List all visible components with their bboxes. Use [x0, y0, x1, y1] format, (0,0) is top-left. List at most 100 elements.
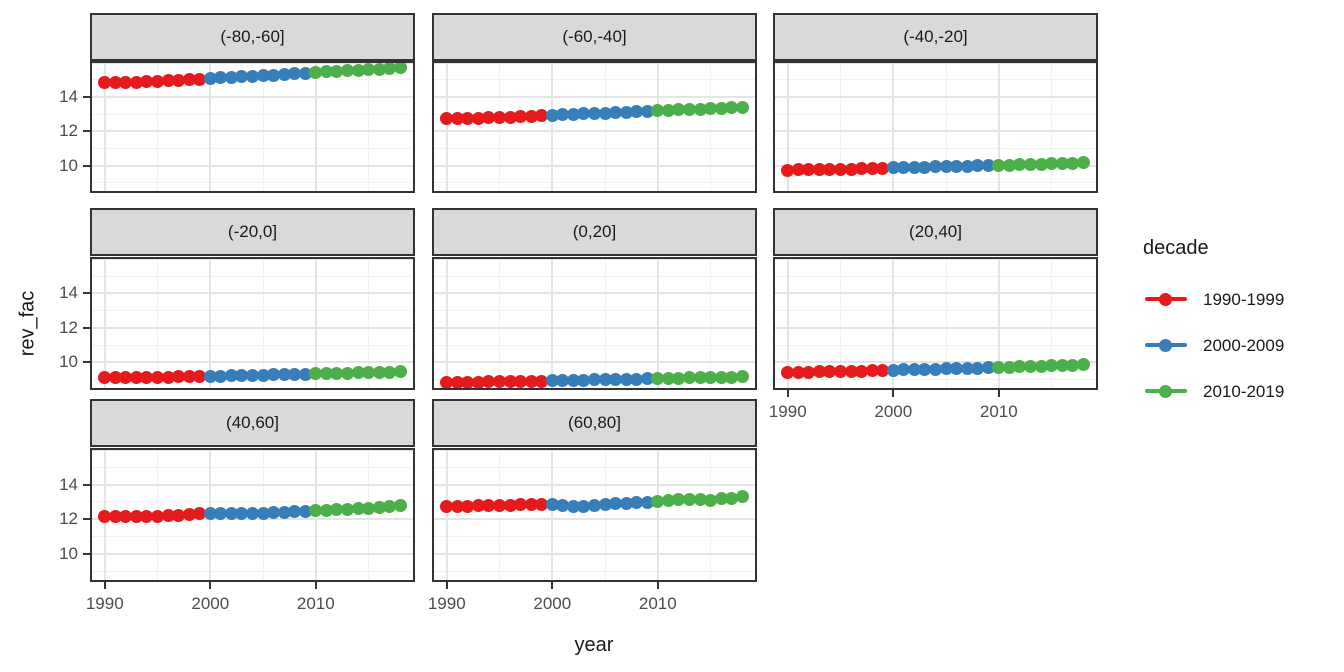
data-point: [288, 505, 302, 519]
y-tick-label: 14: [59, 474, 78, 494]
x-tick-label: 1990: [768, 402, 807, 421]
data-point: [566, 374, 580, 387]
data-point: [372, 500, 386, 514]
data-point: [588, 373, 601, 387]
data-point: [161, 509, 175, 523]
data-point: [802, 163, 816, 177]
data-point: [535, 109, 549, 123]
data-point: [362, 366, 376, 380]
facet-strip: (-80,-60]: [90, 13, 415, 61]
data-point: [482, 111, 496, 125]
gridline: [92, 63, 413, 64]
gridline: [775, 275, 1096, 277]
data-point: [140, 370, 154, 384]
y-tick-label: 14: [59, 87, 78, 106]
gridline: [499, 63, 501, 191]
gridline: [103, 259, 106, 388]
data-point: [802, 365, 816, 379]
gridline: [92, 182, 413, 184]
data-point: [214, 506, 228, 520]
data-point: [651, 104, 665, 118]
gridline: [92, 292, 413, 295]
gridline: [775, 96, 1096, 98]
x-tick-mark: [786, 390, 789, 397]
data-point: [440, 500, 454, 514]
gridline: [314, 259, 317, 388]
gridline: [775, 259, 1096, 260]
gridline: [1051, 63, 1053, 191]
data-point: [129, 509, 143, 523]
data-point: [461, 111, 475, 125]
data-point: [372, 365, 386, 379]
legend-entry: 2000-2009: [1143, 329, 1333, 361]
data-point: [151, 370, 165, 384]
data-point: [267, 368, 281, 382]
data-point: [682, 371, 696, 385]
gridline: [445, 259, 448, 388]
data-point: [812, 163, 826, 176]
data-point: [876, 161, 890, 175]
data-point: [545, 498, 559, 512]
x-tick-mark: [103, 582, 106, 589]
gridline: [434, 361, 755, 364]
legend-key-point: [1159, 338, 1172, 352]
data-point: [450, 375, 464, 388]
gridline: [892, 259, 895, 388]
data-point: [330, 64, 344, 78]
data-point: [950, 159, 964, 173]
facet-panel: [90, 257, 415, 390]
data-point: [182, 73, 196, 87]
gridline: [434, 147, 755, 149]
gridline: [434, 344, 755, 346]
data-point: [971, 159, 985, 173]
gridline: [775, 379, 1096, 381]
data-point: [950, 362, 964, 376]
data-point: [960, 361, 974, 375]
data-point: [630, 372, 644, 386]
gridline: [945, 63, 947, 191]
data-point: [119, 75, 133, 89]
data-point: [119, 371, 133, 385]
data-point: [298, 66, 312, 80]
data-point: [235, 70, 249, 84]
y-tick-mark: [83, 96, 90, 98]
data-point: [393, 498, 407, 512]
x-tick-label: 2000: [191, 594, 230, 613]
data-point: [319, 367, 333, 381]
gridline: [445, 63, 448, 191]
data-point: [907, 363, 921, 377]
gridline: [945, 259, 947, 388]
gridline: [434, 182, 755, 184]
data-point: [224, 369, 238, 383]
facet-panel: [773, 61, 1098, 193]
gridline: [604, 259, 606, 388]
data-point: [1076, 358, 1090, 372]
facet-strip: (-20,0]: [90, 208, 415, 256]
data-point: [203, 71, 217, 85]
data-point: [267, 506, 281, 520]
y-tick-mark: [83, 130, 90, 133]
data-point: [224, 70, 238, 84]
data-point: [981, 361, 995, 375]
gridline: [710, 259, 712, 388]
data-point: [503, 110, 517, 124]
gridline: [499, 259, 501, 388]
data-point: [992, 158, 1006, 172]
data-point: [651, 495, 665, 509]
data-point: [725, 101, 739, 115]
y-tick-mark: [83, 361, 90, 364]
data-point: [277, 68, 291, 82]
data-point: [735, 489, 749, 503]
data-point: [791, 163, 805, 177]
data-point: [172, 370, 186, 384]
facet-strip: (-40,-20]: [773, 13, 1098, 61]
gridline: [775, 130, 1096, 133]
data-point: [886, 161, 900, 175]
data-point: [781, 163, 795, 177]
legend-label: 2010-2019: [1203, 382, 1285, 401]
data-point: [98, 371, 112, 385]
gridline: [92, 113, 413, 115]
gridline: [262, 63, 264, 191]
y-tick-label: 14: [59, 283, 78, 303]
facet-panel: [773, 257, 1098, 390]
